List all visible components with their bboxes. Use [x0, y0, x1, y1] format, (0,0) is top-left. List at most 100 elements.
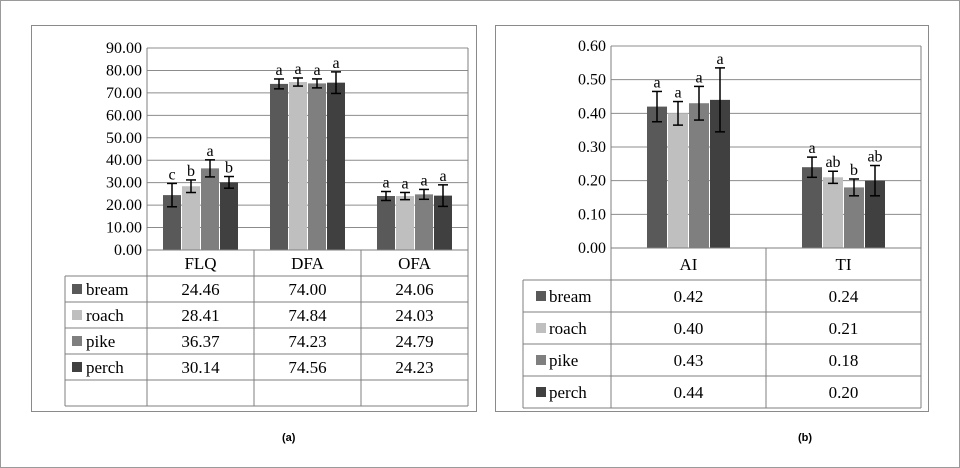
- table-value: 0.43: [674, 351, 704, 370]
- caption-a: (a): [282, 432, 296, 444]
- bar-roach-ti: [823, 177, 843, 248]
- y-tick-label: 0.40: [578, 105, 606, 122]
- bar-roach-dfa: [289, 82, 307, 250]
- y-tick-label: 10.00: [106, 220, 142, 237]
- caption-b: (b): [798, 432, 813, 444]
- table-value: 24.06: [395, 280, 433, 299]
- y-tick-label: 40.00: [106, 152, 142, 169]
- significance-letter: a: [332, 55, 339, 72]
- table-value: 24.23: [395, 358, 433, 377]
- legend-swatch-bream: [536, 291, 546, 301]
- table-value: 74.23: [288, 332, 326, 351]
- significance-letter: a: [695, 69, 702, 86]
- y-tick-label: 0.10: [578, 206, 606, 223]
- significance-letter: a: [401, 175, 408, 192]
- legend-label-bream: bream: [549, 287, 591, 306]
- table-value: 0.40: [674, 319, 704, 338]
- bar-roach-ofa: [396, 196, 414, 250]
- table-value: 0.24: [829, 287, 859, 306]
- bar-roach-flq: [182, 186, 200, 250]
- significance-letter: ab: [825, 154, 840, 171]
- bar-bream-ofa: [377, 195, 395, 250]
- table-value: 0.21: [829, 319, 859, 338]
- table-value: 0.20: [829, 383, 859, 402]
- table-value: 30.14: [181, 358, 220, 377]
- table-value: 24.79: [395, 332, 433, 351]
- significance-letter: a: [294, 61, 301, 78]
- legend-swatch-bream: [72, 284, 82, 294]
- table-value: 0.18: [829, 351, 859, 370]
- y-tick-label: 90.00: [106, 40, 142, 57]
- bar-bream-dfa: [270, 83, 288, 251]
- category-label: TI: [835, 255, 851, 274]
- legend-label-roach: roach: [86, 306, 124, 325]
- legend-label-roach: roach: [549, 319, 587, 338]
- category-label: DFA: [291, 254, 324, 273]
- y-tick-label: 80.00: [106, 62, 142, 79]
- category-label: FLQ: [184, 254, 216, 273]
- table-value: 24.03: [395, 306, 433, 325]
- y-tick-label: 20.00: [106, 197, 142, 214]
- legend-swatch-perch: [536, 387, 546, 397]
- significance-letter: b: [187, 163, 195, 180]
- legend-swatch-roach: [536, 323, 546, 333]
- legend-label-perch: perch: [549, 383, 587, 402]
- significance-letter: a: [420, 172, 427, 189]
- bar-pike-dfa: [308, 83, 326, 250]
- bar-roach-ai: [668, 113, 688, 248]
- bar-pike-ti: [844, 187, 864, 248]
- panel-a: 0.00 10.00 20.00 30.00 40.00 50.00 60.00 70.00 8…: [31, 25, 477, 412]
- bar-perch-ai: [710, 99, 730, 248]
- significance-letter: a: [716, 51, 723, 68]
- legend-label-bream: bream: [86, 280, 128, 299]
- y-tick-label: 0.20: [578, 173, 606, 190]
- table-value: 36.37: [181, 332, 220, 351]
- legend-swatch-roach: [72, 310, 82, 320]
- table-value: 28.41: [181, 306, 219, 325]
- bar-perch-ofa: [434, 195, 452, 250]
- significance-letter: a: [313, 62, 320, 79]
- y-tick-label: 0.60: [578, 38, 606, 55]
- panel-b: 0.00 0.10 0.20 0.30 0.40 0.50 0.60 a a a a a ab b ab AI…: [495, 25, 929, 412]
- legend-label-perch: perch: [86, 358, 124, 377]
- y-tick-label: 0.30: [578, 139, 606, 156]
- bar-perch-flq: [220, 182, 238, 250]
- y-tick-label: 0.50: [578, 72, 606, 89]
- legend-swatch-pike: [536, 355, 546, 365]
- bar-pike-ofa: [415, 194, 433, 250]
- legend-label-pike: pike: [549, 351, 578, 370]
- legend-swatch-perch: [72, 362, 82, 372]
- legend-swatch-pike: [72, 336, 82, 346]
- significance-letter: b: [850, 162, 858, 179]
- y-tick-label: 70.00: [106, 85, 142, 102]
- significance-letter: b: [225, 160, 233, 177]
- bar-perch-dfa: [327, 82, 345, 250]
- table-value: 24.46: [181, 280, 219, 299]
- significance-letter: a: [808, 140, 815, 157]
- significance-letter: c: [168, 166, 175, 183]
- table-value: 0.42: [674, 287, 704, 306]
- table-value: 74.00: [288, 280, 326, 299]
- y-tick-label: 60.00: [106, 107, 142, 124]
- significance-letter: a: [206, 143, 213, 160]
- chart-a: 0.00 10.00 20.00 30.00 40.00 50.00 60.00 70.00 8…: [64, 40, 469, 407]
- y-tick-label: 0.00: [578, 240, 606, 257]
- table-value: 74.56: [288, 358, 326, 377]
- y-tick-label: 0.00: [114, 242, 142, 259]
- category-label: OFA: [398, 254, 431, 273]
- bar-bream-ti: [802, 167, 822, 248]
- table-value: 0.44: [674, 383, 704, 402]
- bar-bream-flq: [163, 195, 181, 250]
- bar-bream-ai: [647, 106, 667, 248]
- bar-perch-ti: [865, 180, 885, 248]
- category-label: AI: [680, 255, 698, 274]
- significance-letter: a: [382, 175, 389, 192]
- legend-label-pike: pike: [86, 332, 115, 351]
- significance-letter: a: [439, 168, 446, 185]
- significance-letter: a: [275, 62, 282, 79]
- bar-pike-ai: [689, 103, 709, 248]
- table-value: 74.84: [288, 306, 327, 325]
- y-tick-label: 50.00: [106, 130, 142, 147]
- bar-pike-flq: [201, 168, 219, 250]
